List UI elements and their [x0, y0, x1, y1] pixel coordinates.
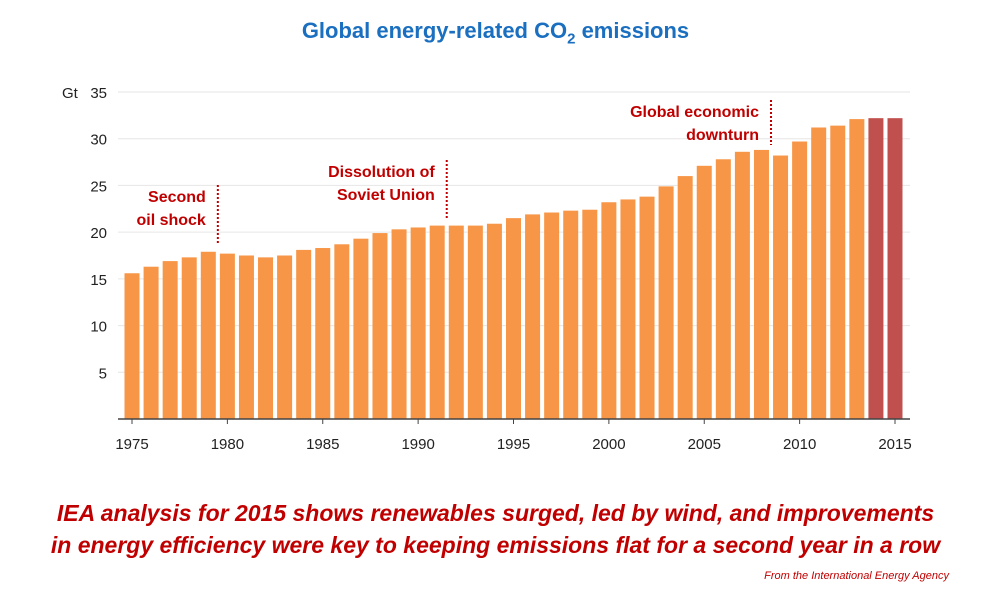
bar-2013 [849, 119, 865, 419]
bar-1982 [258, 257, 274, 419]
bar-1980 [219, 253, 235, 419]
y-tick-label: 20 [90, 225, 107, 242]
y-tick-label: 30 [90, 132, 107, 149]
bar-2001 [620, 199, 636, 419]
bar-1978 [181, 257, 197, 419]
bar-1988 [372, 233, 388, 419]
x-tick-label: 1980 [211, 436, 244, 453]
bar-2005 [696, 165, 712, 419]
bar-1975 [124, 273, 140, 419]
title-text-end: emissions [575, 18, 690, 43]
bar-1987 [353, 238, 369, 419]
x-tick-label: 2000 [592, 436, 625, 453]
bar-2010 [792, 141, 808, 419]
bar-2014 [868, 118, 884, 419]
y-tick-label: 15 [90, 272, 107, 289]
bar-1991 [429, 225, 445, 419]
bar-1983 [277, 255, 293, 419]
bar-1995 [506, 218, 521, 419]
bar-1981 [238, 255, 254, 419]
y-tick-label: 5 [99, 365, 107, 382]
bar-2011 [811, 127, 827, 419]
bar-1976 [143, 266, 159, 419]
bar-2015 [887, 118, 903, 419]
x-tick-label: 1975 [115, 436, 148, 453]
annotation-label: downturn [686, 127, 759, 144]
bar-2000 [601, 202, 617, 419]
bar-1986 [334, 244, 350, 419]
caption-line-2: in energy efficiency were key to keeping… [50, 532, 941, 558]
bar-1994 [486, 223, 502, 419]
bar-1998 [563, 210, 579, 419]
x-tick-label: 2010 [783, 436, 816, 453]
title-text: Global energy-related CO [301, 18, 568, 43]
bar-2012 [830, 125, 846, 420]
bar-1990 [410, 227, 426, 419]
x-tick-label: 2015 [878, 436, 911, 453]
title-subscript: 2 [567, 30, 576, 48]
bar-1996 [525, 214, 541, 419]
bar-1979 [200, 251, 216, 419]
bar-2007 [734, 151, 750, 419]
bar-2002 [639, 196, 655, 419]
annotation-label: oil shock [136, 212, 205, 229]
x-tick-label: 2005 [688, 436, 721, 453]
bar-2006 [715, 159, 731, 420]
bar-1999 [582, 209, 598, 419]
annotation-label: Global economic [630, 104, 759, 121]
annotation-label: Second [148, 189, 206, 206]
annotation-label: Dissolution of [328, 164, 435, 181]
bar-1977 [162, 261, 178, 419]
x-tick-label: 1995 [497, 436, 530, 453]
bar-1992 [448, 225, 464, 419]
bar-1993 [467, 225, 483, 419]
chart-title: Global energy-related CO2 emissions [0, 18, 991, 47]
bar-2004 [677, 176, 693, 419]
caption-line-1: IEA analysis for 2015 shows renewables s… [56, 500, 935, 526]
x-tick-label: 1990 [401, 436, 434, 453]
bar-1985 [315, 248, 331, 419]
bar-1984 [296, 249, 312, 419]
bar-chart: 5 10 15 20 25 30 35 Gt 1975 1980 1985 1990 1995 2000 2… [62, 85, 912, 453]
annotation-label: Soviet Union [337, 187, 435, 204]
y-tick-label: 25 [90, 178, 107, 195]
y-tick-label: 10 [90, 319, 107, 336]
bar-1997 [544, 212, 560, 419]
source-note: From the International Energy Agency [764, 570, 949, 582]
x-tick-label: 1985 [306, 436, 339, 453]
bar-2008 [753, 149, 769, 419]
bar-1989 [391, 229, 407, 419]
bar-2003 [658, 186, 674, 419]
y-axis-label: Gt [62, 85, 79, 102]
bar-2009 [773, 155, 789, 419]
y-tick-label: 35 [90, 85, 107, 102]
